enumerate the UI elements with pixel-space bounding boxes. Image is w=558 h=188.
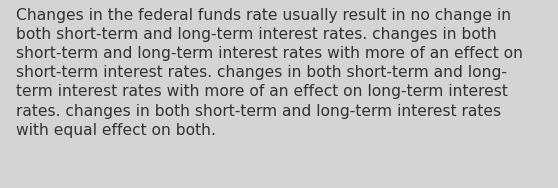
Text: Changes in the federal funds rate usually result in no change in
both short-term: Changes in the federal funds rate usuall… [16, 8, 523, 138]
